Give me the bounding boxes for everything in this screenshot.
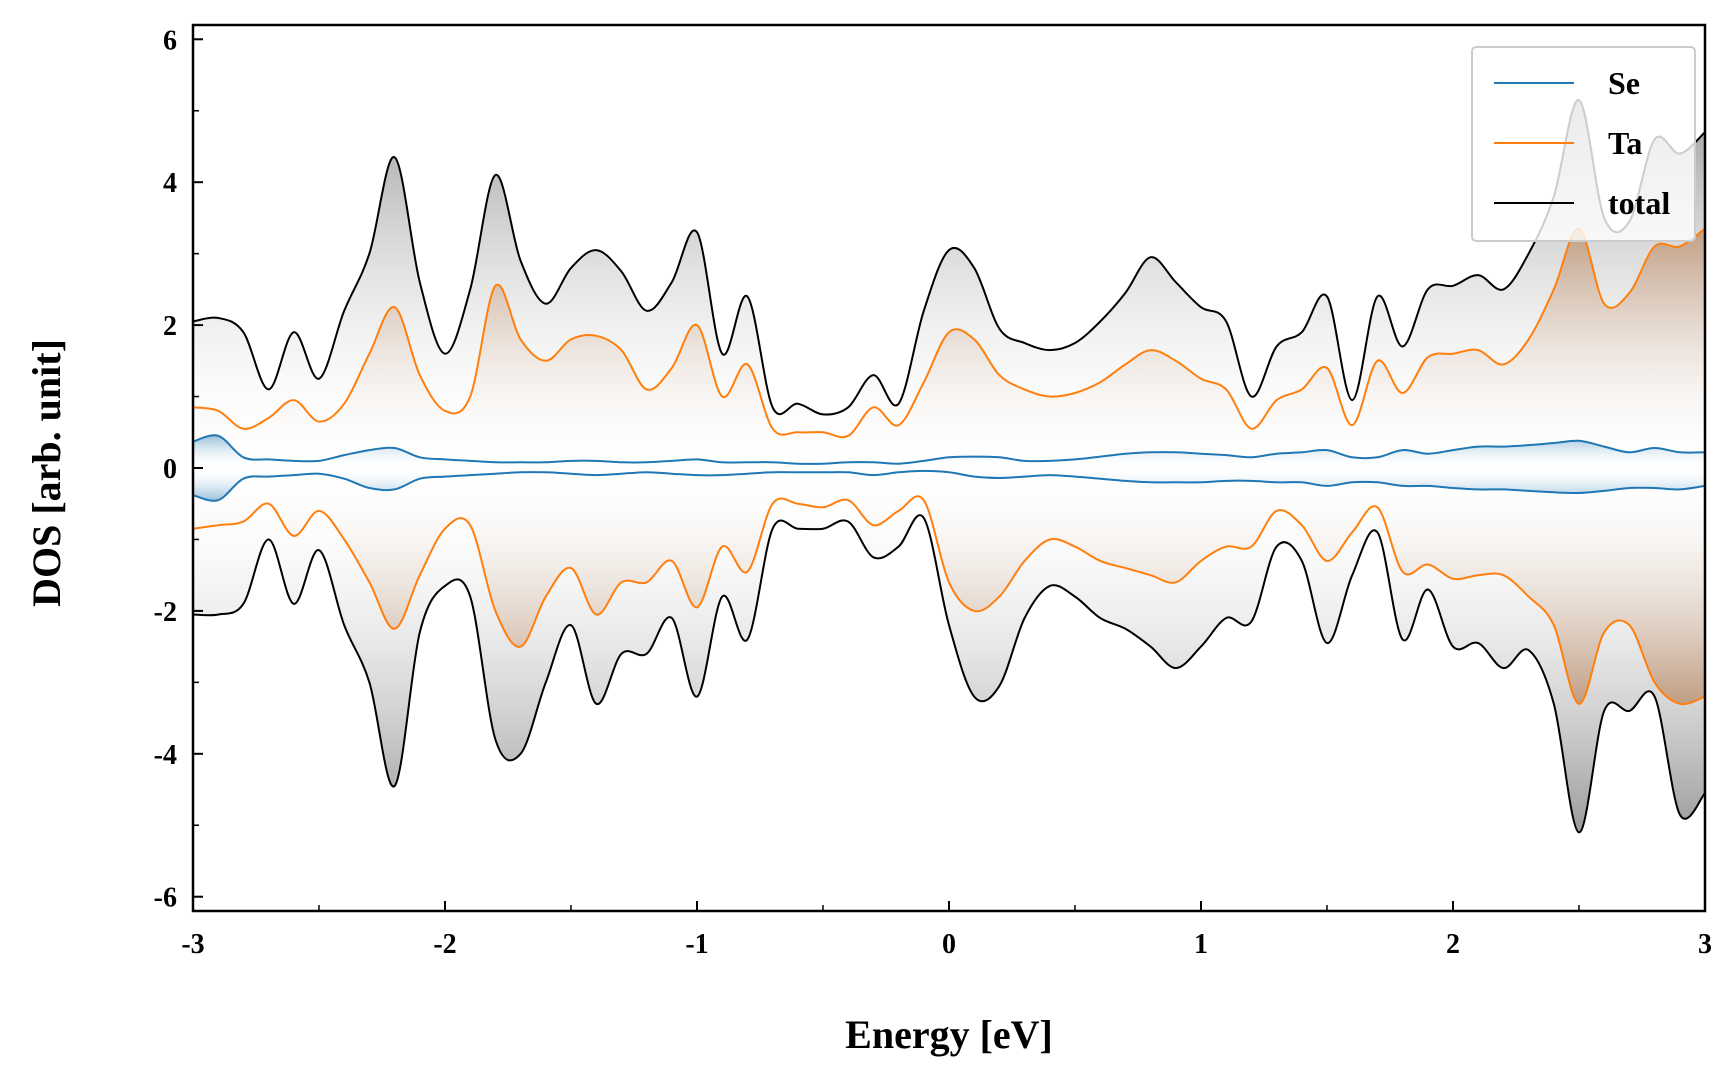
series-line-total-up: [193, 98, 1705, 416]
x-tick-label: 3: [1698, 929, 1712, 960]
x-tick-label: -3: [181, 929, 204, 960]
fill-se-up: [193, 435, 1705, 468]
y-tick-label: -6: [154, 883, 177, 914]
tick-layer: -3 -2 -1 0 1 2 3 -6 -4 -2 0 2 4 6: [154, 25, 1712, 960]
y-tick-label: 4: [163, 168, 177, 199]
series-line-se-down: [193, 469, 1705, 502]
series-line-ta-up: [193, 227, 1705, 439]
y-tick-label: -2: [154, 597, 177, 628]
x-tick-label: 2: [1446, 929, 1460, 960]
legend-label-se: Se: [1608, 65, 1640, 101]
fill-layer: [193, 99, 1705, 833]
y-tick-label: 6: [163, 25, 177, 56]
series-line-se-up: [193, 434, 1705, 465]
series-line-total-down: [193, 514, 1705, 834]
y-axis-title: DOS [arb. unit]: [24, 339, 69, 607]
x-tick-label: -2: [433, 929, 456, 960]
x-tick-label: 1: [1194, 929, 1208, 960]
x-axis-title: Energy [eV]: [845, 1012, 1053, 1057]
fill-ta-up: [193, 228, 1705, 468]
y-tick-label: -4: [154, 740, 177, 771]
y-tick-label: 0: [163, 454, 177, 485]
legend: Se Ta total: [1471, 46, 1696, 242]
fill-ta-down: [193, 468, 1705, 705]
legend-box: [1471, 46, 1696, 242]
fill-se-down: [193, 468, 1705, 501]
x-tick-label: 0: [942, 929, 956, 960]
legend-label-total: total: [1608, 185, 1670, 221]
y-tick-label: 2: [163, 311, 177, 342]
x-tick-label: -1: [685, 929, 708, 960]
series-line-ta-down: [193, 495, 1705, 706]
line-layer: [193, 98, 1705, 834]
legend-label-ta: Ta: [1608, 125, 1642, 161]
